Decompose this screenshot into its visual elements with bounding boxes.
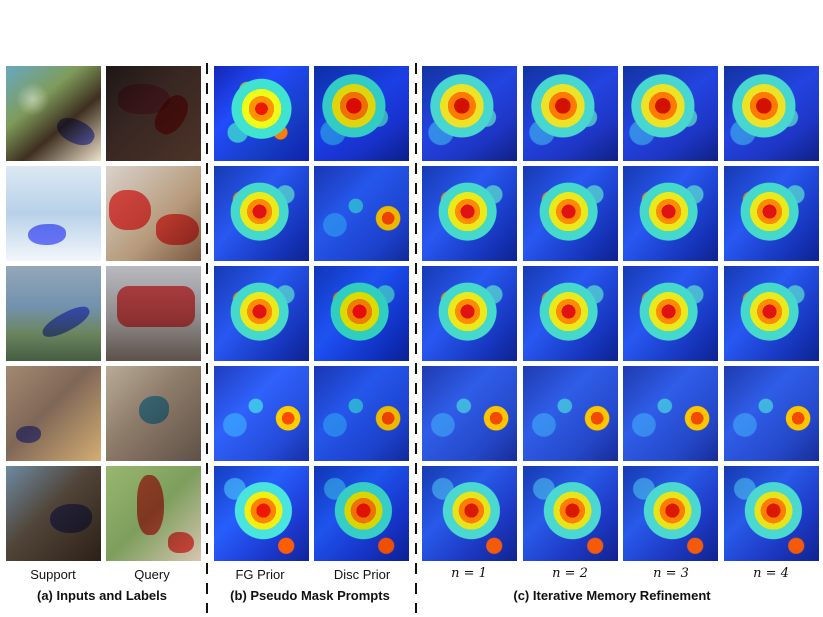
row-1-query-image [106,66,201,161]
label-n3: n = 3 [653,566,689,581]
row-5-n2-heatmap [523,466,618,561]
divider-b-c [415,63,417,613]
row-3-n2-heatmap [523,266,618,361]
label-disc-prior: Disc Prior [333,567,391,582]
caption-refinement: (c) Iterative Memory Refinement [513,588,711,603]
label-fg-prior: FG Prior [235,567,285,582]
row-2-n1-heatmap [422,166,517,261]
row-3-n4-heatmap [724,266,819,361]
row-5-query-image [106,466,201,561]
row-5-support-image [6,466,101,561]
row-4-support-image [6,366,101,461]
row-1-n2-heatmap [523,66,618,161]
row-5-disc-prior-heatmap [314,466,409,561]
row-5-n4-heatmap [724,466,819,561]
row-4-disc-prior-heatmap [314,366,409,461]
row-4-n4-heatmap [724,366,819,461]
caption-inputs: (a) Inputs and Labels [36,588,167,603]
row-4-n1-heatmap [422,366,517,461]
row-2-query-image [106,166,201,261]
row-4-fg-prior-heatmap [214,366,309,461]
row-2-n4-heatmap [724,166,819,261]
row-1-n4-heatmap [724,66,819,161]
row-1-n1-heatmap [422,66,517,161]
label-n4: n = 4 [753,566,789,581]
row-3-support-image [6,266,101,361]
row-3-n1-heatmap [422,266,517,361]
label-n2: n = 2 [552,566,588,581]
row-1-support-image [6,66,101,161]
row-5-fg-prior-heatmap [214,466,309,561]
divider-a-b [206,63,208,613]
row-3-fg-prior-heatmap [214,266,309,361]
label-query: Query [134,567,170,582]
row-4-n2-heatmap [523,366,618,461]
row-2-n2-heatmap [523,166,618,261]
row-1-fg-prior-heatmap [214,66,309,161]
row-1-disc-prior-heatmap [314,66,409,161]
row-3-query-image [106,266,201,361]
row-3-disc-prior-heatmap [314,266,409,361]
row-1-n3-heatmap [623,66,718,161]
row-2-n3-heatmap [623,166,718,261]
caption-prompts: (b) Pseudo Mask Prompts [230,588,390,603]
row-5-n3-heatmap [623,466,718,561]
row-2-fg-prior-heatmap [214,166,309,261]
row-2-support-image [6,166,101,261]
row-5-n1-heatmap [422,466,517,561]
row-4-query-image [106,366,201,461]
row-3-n3-heatmap [623,266,718,361]
row-4-n3-heatmap [623,366,718,461]
label-n1: n = 1 [451,566,487,581]
label-support: Support [30,567,76,582]
row-2-disc-prior-heatmap [314,166,409,261]
